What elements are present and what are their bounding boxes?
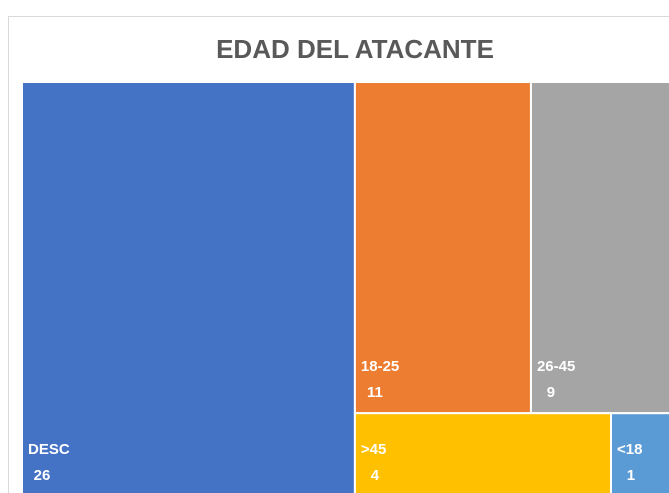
chart-title: EDAD DEL ATACANTE xyxy=(216,34,494,64)
cell-label: >45 xyxy=(361,441,386,458)
cell-label: <18 xyxy=(617,441,642,458)
treemap-cell xyxy=(353,412,612,493)
treemap-cell xyxy=(21,81,356,493)
treemap-cell xyxy=(529,81,669,415)
cell-value: 4 xyxy=(371,467,380,484)
cell-value: 9 xyxy=(547,384,555,401)
cell-label: 26-45 xyxy=(537,358,575,375)
cell-label: DESC xyxy=(28,441,70,458)
cell-value: 11 xyxy=(367,384,383,401)
cell-label: 18-25 xyxy=(361,358,399,375)
cell-value: 26 xyxy=(34,467,51,484)
treemap-cell xyxy=(353,81,532,415)
cell-value: 1 xyxy=(627,467,635,484)
treemap-cell xyxy=(609,412,669,493)
